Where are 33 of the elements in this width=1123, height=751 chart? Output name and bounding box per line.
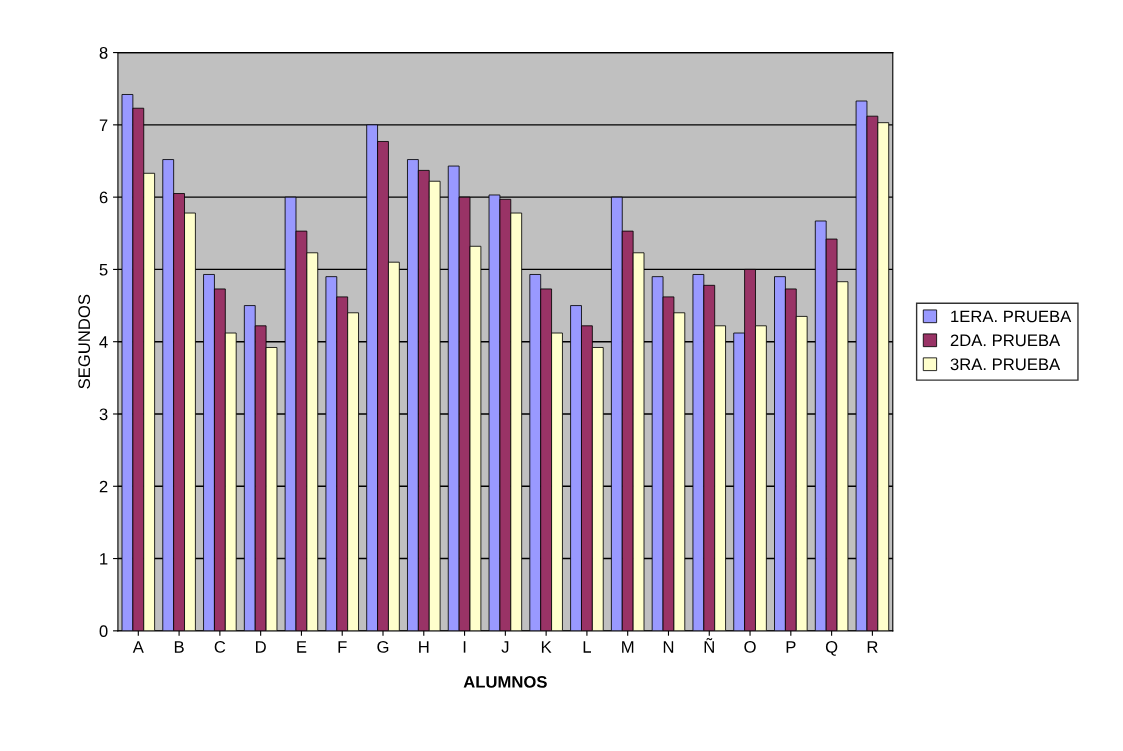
x-tick-label: C xyxy=(214,641,226,653)
x-tick-label: I xyxy=(463,641,466,653)
x-tick-label: G xyxy=(377,641,389,653)
x-tick-label: Q xyxy=(825,641,838,656)
y-axis-title: SEGUNDOS xyxy=(78,294,91,389)
y-tick-label: 1 xyxy=(100,553,108,565)
y-tick-label: 0 xyxy=(99,625,108,638)
legend-label: 1ERA. PRUEBA xyxy=(951,310,1072,323)
x-tick-label: J xyxy=(501,641,509,653)
x-tick-label: R xyxy=(867,641,878,653)
y-tick-label: 6 xyxy=(99,191,108,204)
y-tick-label: 4 xyxy=(99,336,108,348)
y-tick-label: 3 xyxy=(99,408,108,421)
x-tick-label: K xyxy=(541,641,552,653)
y-tick-label: 7 xyxy=(99,119,108,131)
y-tick-label: 2 xyxy=(99,480,108,493)
x-tick-label: L xyxy=(583,641,591,653)
x-tick-label: Ñ xyxy=(704,638,714,653)
x-tick-label: N xyxy=(663,641,674,653)
x-tick-label: E xyxy=(297,641,307,653)
y-tick-label: 8 xyxy=(99,46,108,59)
x-tick-label: B xyxy=(174,641,184,653)
x-tick-label: M xyxy=(622,641,634,653)
x-tick-label: A xyxy=(132,641,144,653)
legend-label: 3RA. PRUEBA xyxy=(950,358,1061,371)
x-tick-label: F xyxy=(338,641,347,653)
legend-label: 2DA. PRUEBA xyxy=(950,334,1061,347)
x-tick-label: O xyxy=(744,641,756,653)
y-tick-label: 5 xyxy=(99,263,108,276)
x-tick-label: P xyxy=(786,641,796,653)
x-tick-label: H xyxy=(419,641,429,653)
x-tick-label: D xyxy=(256,641,266,653)
x-axis-title: ALUMNOS xyxy=(463,675,547,688)
